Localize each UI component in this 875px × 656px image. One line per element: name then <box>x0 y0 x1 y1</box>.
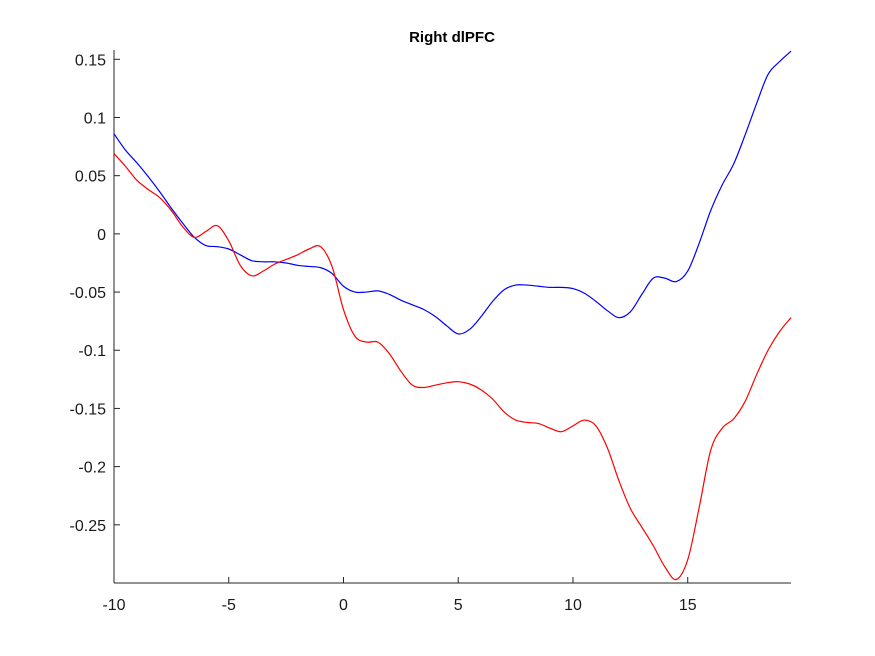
y-tick-label: 0.05 <box>75 169 106 186</box>
y-tick-label: 0 <box>97 227 106 244</box>
x-tick-label: 15 <box>679 597 697 614</box>
y-tick-label: -0.05 <box>70 285 107 302</box>
axes: -10 -5 0 5 10 15 0.15 0.1 0.05 0 -0.05 -0.1 -0.15 -0.… <box>70 50 791 614</box>
y-tick-label: 0.1 <box>84 110 106 127</box>
y-tick-label: -0.2 <box>78 460 106 477</box>
x-tick-label: 10 <box>564 597 582 614</box>
y-tick-label: -0.25 <box>70 518 107 535</box>
y-tick-label: -0.1 <box>78 343 106 360</box>
plot-area <box>113 50 792 581</box>
x-tick-label: 5 <box>454 597 463 614</box>
series-line-2 <box>113 153 792 581</box>
y-tick-label: -0.15 <box>70 401 107 418</box>
x-tick-label: -10 <box>102 597 125 614</box>
x-tick-label: -5 <box>222 597 236 614</box>
x-tick-label: 0 <box>339 597 348 614</box>
series-line-1 <box>113 50 792 335</box>
chart-title: Right dlPFC <box>409 29 495 46</box>
y-tick-label: 0.15 <box>75 52 106 69</box>
